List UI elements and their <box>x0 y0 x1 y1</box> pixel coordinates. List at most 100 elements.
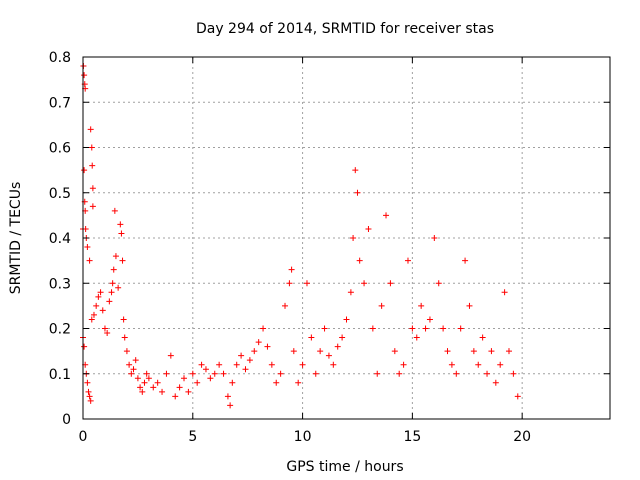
y-tick-label: 0.1 <box>49 367 71 383</box>
data-point <box>260 325 267 332</box>
data-point <box>369 325 376 332</box>
data-point <box>93 302 100 309</box>
data-point <box>339 334 346 341</box>
data-point <box>84 379 91 386</box>
y-tick-label: 0 <box>62 412 71 428</box>
data-point <box>312 370 319 377</box>
x-axis-ticks: 0 5 10 15 20 <box>79 57 531 445</box>
data-point <box>229 379 236 386</box>
data-point <box>87 397 94 404</box>
data-point <box>251 348 258 355</box>
data-point <box>396 370 403 377</box>
data-point <box>404 257 411 264</box>
y-tick-label: 0.4 <box>49 231 71 247</box>
y-tick-label: 0.2 <box>49 322 71 338</box>
y-tick-label: 0.5 <box>49 186 71 202</box>
data-point <box>413 334 420 341</box>
data-point <box>227 402 234 409</box>
data-point <box>321 325 328 332</box>
data-point <box>334 343 341 350</box>
data-point <box>89 185 96 192</box>
data-point <box>97 289 104 296</box>
chart-title: Day 294 of 2014, SRMTID for receiver sta… <box>196 21 494 37</box>
data-point <box>86 393 93 400</box>
data-point <box>288 266 295 273</box>
data-point <box>492 379 499 386</box>
data-point <box>453 370 460 377</box>
data-point <box>115 284 122 291</box>
data-point <box>150 384 157 391</box>
data-point <box>255 339 262 346</box>
data-point <box>106 298 113 305</box>
data-point <box>470 348 477 355</box>
data-point <box>325 352 332 359</box>
data-point <box>159 388 166 395</box>
data-point <box>207 375 214 382</box>
data-point <box>134 375 141 382</box>
data-point <box>181 375 188 382</box>
data-point <box>108 289 115 296</box>
data-point <box>246 357 253 364</box>
data-point <box>85 388 92 395</box>
data-point <box>391 348 398 355</box>
y-tick-label: 0.8 <box>49 50 71 66</box>
data-point <box>282 302 289 309</box>
data-point <box>154 379 161 386</box>
data-point <box>462 257 469 264</box>
data-point <box>448 361 455 368</box>
grid <box>83 57 610 419</box>
data-point <box>117 221 124 228</box>
data-point <box>510 370 517 377</box>
x-tick-label: 15 <box>403 429 421 445</box>
y-tick-label: 0.6 <box>49 141 71 157</box>
data-point <box>139 388 146 395</box>
data-point <box>120 316 127 323</box>
data-point <box>444 348 451 355</box>
data-point <box>435 280 442 287</box>
data-point <box>132 357 139 364</box>
data-point <box>112 253 119 260</box>
y-axis-ticks: 0 0.1 0.2 0.3 0.4 0.5 0.6 0.7 0.8 <box>49 50 610 428</box>
data-point <box>128 370 135 377</box>
x-tick-label: 0 <box>79 429 88 445</box>
data-point <box>109 280 116 287</box>
data-point <box>143 370 150 377</box>
data-point <box>189 370 196 377</box>
data-point <box>86 257 93 264</box>
data-point <box>238 352 245 359</box>
data-point <box>378 302 385 309</box>
data-point <box>365 225 372 232</box>
data-point <box>418 302 425 309</box>
data-point <box>317 348 324 355</box>
data-point <box>374 370 381 377</box>
data-point <box>409 325 416 332</box>
data-point <box>475 361 482 368</box>
data-point <box>84 244 91 251</box>
data-point <box>167 352 174 359</box>
data-point <box>343 316 350 323</box>
data-point <box>81 72 88 79</box>
data-points <box>80 63 521 409</box>
data-point <box>172 393 179 400</box>
data-point <box>501 289 508 296</box>
x-tick-label: 10 <box>294 429 312 445</box>
data-point <box>354 189 361 196</box>
data-point <box>361 280 368 287</box>
data-point <box>101 325 108 332</box>
data-point <box>99 307 106 314</box>
data-point <box>90 311 97 318</box>
data-point <box>479 334 486 341</box>
data-point <box>185 388 192 395</box>
data-point <box>488 348 495 355</box>
y-tick-label: 0.3 <box>49 276 71 292</box>
data-point <box>233 361 240 368</box>
data-point <box>118 230 125 237</box>
y-axis-label: SRMTID / TECUs <box>8 182 24 295</box>
data-point <box>352 167 359 174</box>
data-point <box>303 280 310 287</box>
x-tick-label: 20 <box>513 429 531 445</box>
data-point <box>111 207 118 214</box>
data-point <box>457 325 464 332</box>
data-point <box>299 361 306 368</box>
x-axis-label: GPS time / hours <box>286 459 403 475</box>
